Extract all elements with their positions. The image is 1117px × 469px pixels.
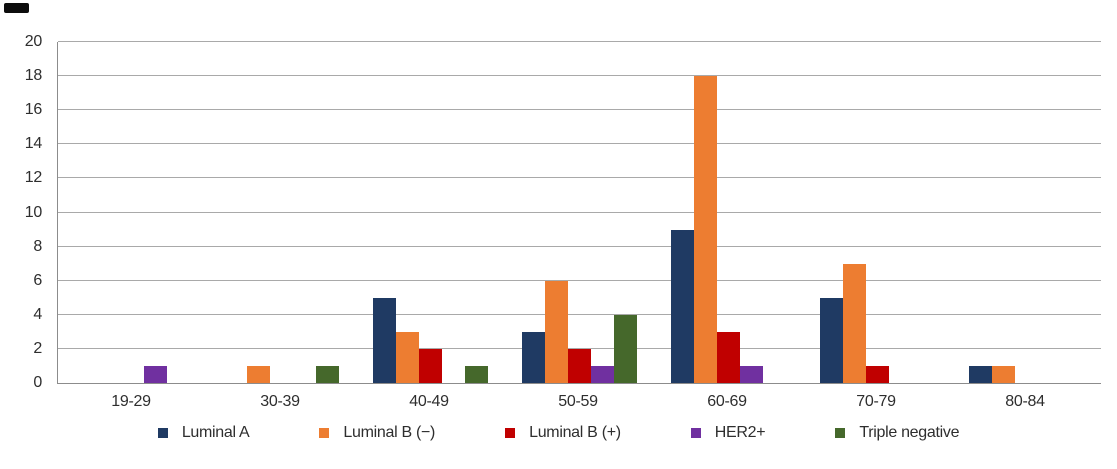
x-axis-label: 40-49	[409, 393, 449, 410]
bar-triple-negative-40-49	[464, 366, 488, 383]
y-tick-label: 10	[24, 203, 43, 221]
gridline-y16	[58, 109, 1101, 111]
gridline-y4	[58, 313, 1101, 315]
x-axis-label: 50-59	[558, 393, 598, 410]
y-tick-label: 8	[33, 237, 42, 255]
legend-label: Luminal B (−)	[343, 424, 436, 441]
y-tick-label: 2	[33, 339, 42, 357]
bar-luminal-b-+--40-49	[418, 349, 442, 383]
legend-item-luminal-b-: Luminal B (−)	[319, 424, 435, 442]
x-axis-label: 80-84	[1005, 393, 1045, 410]
bar-luminal-a-60-69	[670, 230, 694, 383]
bar-luminal-b--30-39	[246, 366, 270, 383]
bar-luminal-b--80-84	[991, 366, 1015, 383]
gridline-y8	[58, 245, 1101, 247]
bar-luminal-a-70-79	[819, 298, 843, 383]
bar-triple-negative-50-59	[613, 315, 637, 383]
bar-luminal-b--50-59	[544, 281, 568, 383]
legend-label: Luminal A	[181, 424, 250, 441]
gridline-y2	[58, 347, 1101, 349]
corner-mark	[4, 3, 29, 13]
bar-luminal-b--60-69	[693, 76, 717, 383]
bar-luminal-b--70-79	[842, 264, 866, 383]
bar-triple-negative-30-39	[315, 366, 339, 383]
y-tick-label: 6	[33, 271, 42, 289]
x-axis-label: 70-79	[856, 393, 896, 410]
plot-area	[57, 41, 1101, 384]
legend-item-triple-negative: Triple negative	[835, 424, 959, 442]
legend-item-her2+: HER2+	[690, 424, 766, 442]
y-tick-label: 0	[33, 374, 42, 391]
legend-label: HER2+	[714, 424, 766, 441]
y-tick-label: 12	[24, 169, 43, 187]
y-tick-label: 18	[24, 67, 43, 85]
bar-luminal-a-40-49	[372, 298, 396, 383]
y-tick-label: 16	[24, 101, 43, 119]
bar-luminal-b-+--50-59	[567, 349, 591, 383]
gridline-y10	[58, 211, 1101, 213]
x-axis-label: 19-29	[111, 393, 151, 410]
bar-her2+-60-69	[739, 366, 763, 383]
gridline-y12	[58, 177, 1101, 179]
bar-luminal-a-80-84	[968, 366, 992, 383]
x-axis-label: 30-39	[260, 393, 300, 410]
gridline-y20	[58, 41, 1101, 42]
bar-her2+-19-29	[143, 366, 167, 383]
gridline-y6	[58, 279, 1101, 281]
legend-label: Triple negative	[859, 424, 960, 441]
legend: Luminal A Luminal B (−) Luminal B (+) HER2+…	[0, 424, 1117, 442]
legend-item-luminal-b-+-: Luminal B (+)	[505, 424, 621, 442]
bar-luminal-b--40-49	[395, 332, 419, 383]
x-axis-label: 60-69	[707, 393, 747, 410]
y-tick-label: 4	[33, 305, 42, 323]
y-tick-label: 20	[24, 33, 43, 50]
bar-her2+-50-59	[590, 366, 614, 383]
legend-swatch-icon	[157, 428, 168, 438]
y-tick-label: 14	[24, 135, 43, 153]
legend-swatch-icon	[319, 428, 330, 438]
bar-luminal-a-50-59	[521, 332, 545, 383]
legend-swatch-icon	[505, 428, 516, 438]
legend-item-luminal-a: Luminal A	[157, 424, 250, 442]
legend-label: Luminal B (+)	[529, 424, 621, 441]
bar-luminal-b-+--60-69	[716, 332, 740, 383]
legend-swatch-icon	[835, 428, 846, 438]
legend-swatch-icon	[690, 428, 701, 438]
bar-luminal-b-+--70-79	[865, 366, 889, 383]
gridline-y18	[58, 75, 1101, 77]
gridline-y14	[58, 143, 1101, 145]
